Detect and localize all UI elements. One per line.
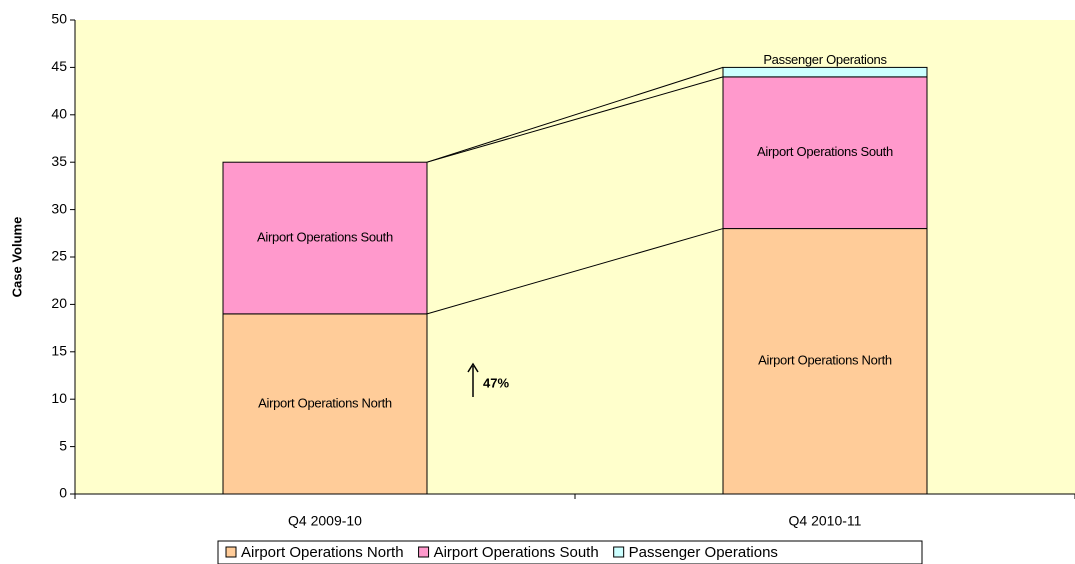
- bar-segment: [722, 76, 928, 230]
- y-axis-label: Case Volume: [9, 217, 24, 298]
- x-tick-label: Q4 2009-10: [288, 513, 362, 529]
- legend-label: Airport Operations North: [241, 544, 404, 561]
- legend-swatch: [225, 546, 237, 558]
- legend-label: Airport Operations South: [434, 544, 599, 561]
- legend-swatch: [613, 546, 625, 558]
- connector: [426, 66, 724, 163]
- y-tick-label: 10: [51, 390, 67, 406]
- y-tick-label: 5: [59, 437, 67, 453]
- y-tick-label: 0: [59, 485, 67, 501]
- y-tick-label: 20: [51, 295, 67, 311]
- legend-label: Passenger Operations: [629, 544, 778, 561]
- y-tick-label: 30: [51, 200, 67, 216]
- segment-label: Airport Operations North: [758, 353, 892, 368]
- y-tick-label: 35: [51, 153, 67, 169]
- segment-label: Airport Operations South: [257, 229, 393, 244]
- segment-label: Airport Operations North: [258, 395, 392, 410]
- y-tick-label: 50: [51, 11, 67, 27]
- y-tick-label: 25: [51, 248, 67, 264]
- segment-label: Airport Operations South: [757, 144, 893, 159]
- y-tick-label: 15: [51, 343, 67, 359]
- connector: [426, 76, 724, 163]
- bar-segment: [722, 228, 928, 495]
- bar-segment: [722, 66, 928, 78]
- y-tick-label: 40: [51, 106, 67, 122]
- connector: [426, 228, 724, 315]
- bar-segment: [222, 161, 428, 315]
- segment-label: Passenger Operations: [763, 52, 887, 67]
- arrow-head: [467, 362, 479, 373]
- legend-box: [217, 540, 923, 564]
- y-tick-label: 45: [51, 58, 67, 74]
- x-tick-label: Q4 2010-11: [789, 513, 862, 529]
- annotation: 47%: [483, 375, 509, 390]
- bar-segment: [222, 313, 428, 495]
- legend-swatch: [418, 546, 430, 558]
